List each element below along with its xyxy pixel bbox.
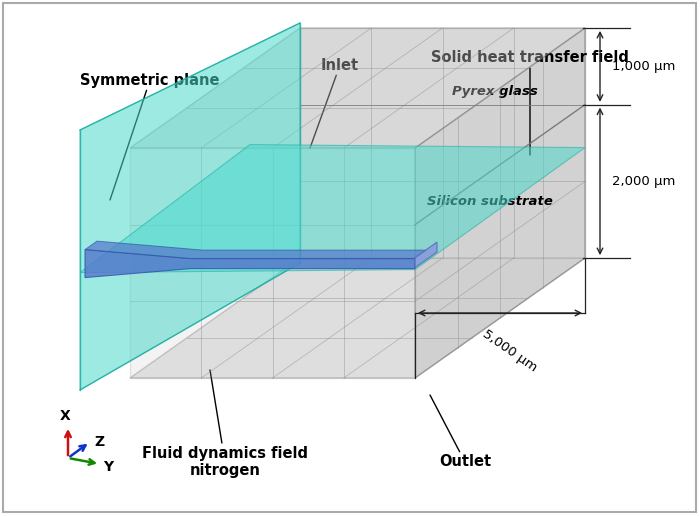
Text: 1,000 μm: 1,000 μm	[612, 60, 675, 73]
Text: Z: Z	[94, 435, 104, 449]
Polygon shape	[300, 28, 585, 258]
Polygon shape	[130, 148, 415, 378]
Polygon shape	[415, 242, 437, 268]
Polygon shape	[130, 258, 585, 378]
Polygon shape	[130, 28, 585, 148]
Text: Silicon substrate: Silicon substrate	[427, 195, 553, 208]
Text: Fluid dynamics field
nitrogen: Fluid dynamics field nitrogen	[142, 370, 308, 478]
Polygon shape	[415, 28, 585, 378]
Text: Solid heat transfer field: Solid heat transfer field	[431, 51, 629, 155]
Polygon shape	[85, 241, 427, 259]
Text: Pyrex glass: Pyrex glass	[452, 85, 538, 98]
Text: Y: Y	[103, 460, 113, 474]
Text: 5,000 μm: 5,000 μm	[480, 327, 540, 374]
Text: 2,000 μm: 2,000 μm	[612, 175, 675, 188]
Text: Symmetric plane: Symmetric plane	[80, 73, 220, 200]
Text: Outlet: Outlet	[430, 395, 491, 470]
Polygon shape	[80, 144, 585, 272]
Text: X: X	[60, 409, 71, 423]
Text: Inlet: Inlet	[310, 57, 359, 148]
Polygon shape	[80, 23, 300, 390]
Polygon shape	[85, 250, 415, 278]
